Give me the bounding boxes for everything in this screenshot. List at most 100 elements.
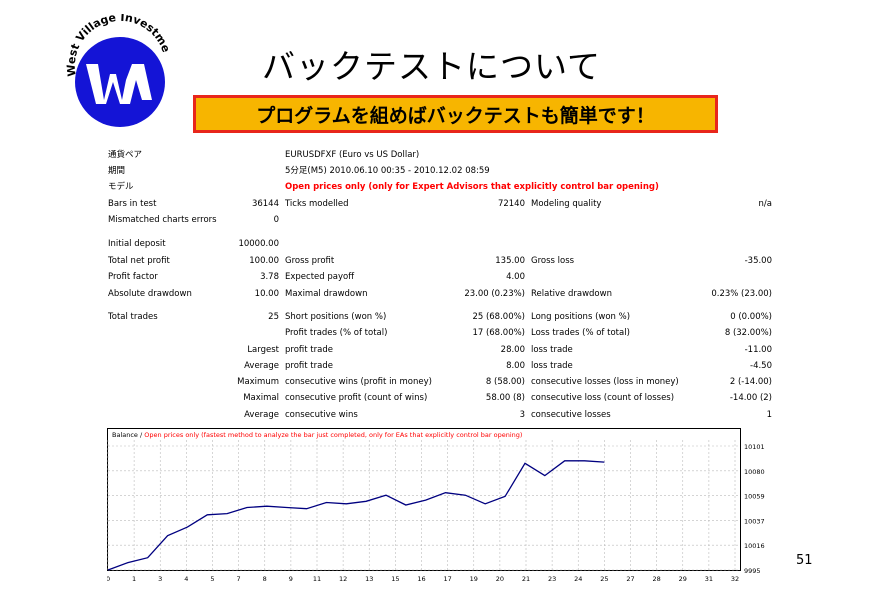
x-tick-label: 25 [600,575,608,583]
y-tick-label: 10101 [744,443,765,451]
x-tick-label: 29 [679,575,687,583]
x-tick-label: 31 [705,575,713,583]
y-tick-label: 9995 [744,567,761,575]
mismatch-label: Mismatched charts errors [108,215,217,225]
company-logo: West Village Investment [62,14,173,127]
x-tick-label: 7 [237,575,241,583]
logo-circle [75,37,165,127]
loss-trades-value: 8 (32.00%) [724,328,772,338]
highlight-banner: プログラムを組めばバックテストも簡単です！ [193,95,718,133]
period-label: 期間 [108,166,126,176]
relative-drawdown-label: Relative drawdown [531,289,612,299]
relative-drawdown-value: 0.23% (23.00) [711,289,772,299]
x-tick-label: 11 [313,575,321,583]
max-cons-losses-value: 2 (-14.00) [729,377,772,387]
average-label: Average [244,361,279,371]
profit-factor-value: 3.78 [260,272,279,282]
deposit-label: Initial deposit [108,239,166,249]
absolute-drawdown-label: Absolute drawdown [108,289,192,299]
x-tick-label: 28 [652,575,660,583]
x-tick-label: 17 [443,575,451,583]
deposit-value: 10000.00 [238,239,279,249]
ticks-label: Ticks modelled [285,199,349,209]
net-profit-label: Total net profit [108,256,170,266]
balance-line [107,460,605,571]
average-loss-value: -4.50 [750,361,772,371]
symbol-label: 通貨ペア [108,150,143,160]
loss-trades-label: Loss trades (% of total) [531,328,630,338]
x-tick-label: 24 [574,575,582,583]
avg-cons-losses-label: consecutive losses [531,410,611,420]
y-tick-label: 10037 [744,517,765,525]
gross-profit-value: 135.00 [495,256,525,266]
net-profit-value: 100.00 [249,256,279,266]
x-axis-labels: 0 1 3 4 5 7 8 9 11 12 13 15 16 17 19 20 21 23 24 25 27 28 29 31… [107,575,739,583]
chart-title-model: Open prices only (fastest method to anal… [144,431,522,439]
chart-title-balance: Balance [112,431,138,439]
x-tick-label: 15 [391,575,399,583]
balance-series [107,460,605,571]
maximum-label: Maximum [237,377,279,387]
maximal-label: Maximal [243,393,279,403]
quality-label: Modeling quality [531,199,602,209]
maximal-cons-profit-value: 58.00 (8) [485,393,525,403]
gross-profit-label: Gross profit [285,256,335,266]
maximal-cons-profit-label: consecutive profit (count of wins) [285,393,428,403]
profit-trades-value: 17 (68.00%) [472,328,525,338]
model-label: モデル [108,182,134,192]
maximal-drawdown-value: 23.00 (0.23%) [464,289,525,299]
maximal-drawdown-label: Maximal drawdown [285,289,368,299]
balance-chart: Balance / Open prices only (fastest meth… [107,428,765,583]
bars-label: Bars in test [108,199,157,209]
x-tick-label: 27 [626,575,634,583]
maximal-cons-loss-value: -14.00 (2) [729,393,772,403]
x-tick-label: 16 [417,575,425,583]
avg-cons-losses-value: 1 [766,410,772,420]
quality-value: n/a [758,199,772,209]
x-tick-label: 32 [731,575,739,583]
expected-payoff-value: 4.00 [506,272,525,282]
symbol-value: EURUSDFXF (Euro vs US Dollar) [285,150,420,160]
y-tick-label: 10080 [744,468,765,476]
largest-label: Largest [247,345,279,355]
maximal-cons-loss-label: consecutive loss (count of losses) [531,393,675,403]
slide-title: バックテストについて [262,47,602,86]
short-positions-value: 25 (68.00%) [472,312,525,322]
avg-cons-wins-value: 3 [519,410,525,420]
absolute-drawdown-value: 10.00 [254,289,279,299]
long-positions-value: 0 (0.00%) [730,312,772,322]
x-tick-label: 3 [158,575,162,583]
average-cons-label: Average [244,410,279,420]
largest-loss-label: loss trade [531,345,573,355]
max-cons-wins-value: 8 (58.00) [485,377,525,387]
x-tick-label: 0 [107,575,110,583]
avg-cons-wins-label: consecutive wins [285,410,358,420]
max-cons-wins-label: consecutive wins (profit in money) [285,377,432,387]
period-value: 5分足(M5) 2010.06.10 00:35 - 2010.12.02 08… [285,166,490,176]
x-tick-label: 9 [289,575,293,583]
average-profit-value: 8.00 [506,361,525,371]
x-tick-label: 4 [184,575,188,583]
total-trades-label: Total trades [108,312,158,322]
y-tick-label: 10016 [744,542,765,550]
short-positions-label: Short positions (won %) [285,312,387,322]
model-value: Open prices only (only for Expert Adviso… [285,182,659,192]
expected-payoff-label: Expected payoff [285,272,355,282]
x-tick-label: 23 [548,575,556,583]
gross-loss-label: Gross loss [531,256,575,266]
max-cons-losses-label: consecutive losses (loss in money) [531,377,679,387]
x-tick-label: 13 [365,575,373,583]
x-tick-label: 19 [470,575,478,583]
bars-value: 36144 [251,199,279,209]
backtest-report: 通貨ペア EURUSDFXF (Euro vs US Dollar) 期間 5分… [108,150,772,420]
gross-loss-value: -35.00 [744,256,772,266]
x-tick-label: 12 [339,575,347,583]
x-tick-label: 8 [263,575,267,583]
y-axis-labels: 10101 10080 10059 10037 10016 9995 [744,443,765,575]
largest-profit-label: profit trade [285,345,333,355]
chart-title: Balance / Open prices only (fastest meth… [112,431,522,439]
profit-factor-label: Profit factor [108,272,158,282]
largest-profit-value: 28.00 [500,345,525,355]
profit-trades-label: Profit trades (% of total) [285,328,388,338]
largest-loss-value: -11.00 [744,345,772,355]
